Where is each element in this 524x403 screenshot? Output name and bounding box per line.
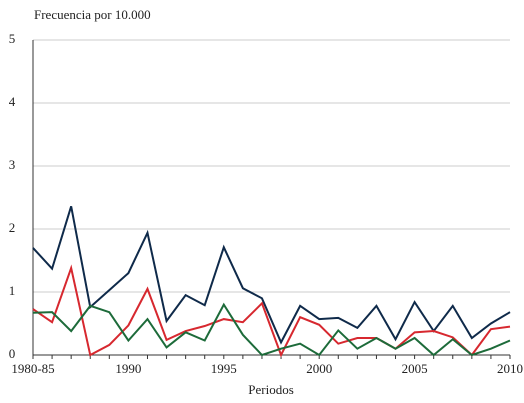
series-line bbox=[32, 206, 511, 345]
y-tick-label: 4 bbox=[9, 94, 16, 109]
x-axis-label: Periodos bbox=[248, 382, 294, 397]
y-axis-label: Frecuencia por 10.000 bbox=[34, 7, 151, 22]
x-tick-label: 2005 bbox=[402, 361, 428, 376]
x-tick-label: 2010 bbox=[497, 361, 523, 376]
x-tick-label: 1990 bbox=[115, 361, 141, 376]
x-tick-label: 1980-85 bbox=[11, 361, 54, 376]
y-tick-label: 5 bbox=[9, 31, 16, 46]
y-tick-label: 2 bbox=[9, 220, 16, 235]
y-tick-label: 3 bbox=[9, 157, 16, 172]
y-tick-label: 1 bbox=[9, 283, 16, 298]
x-tick-label: 2000 bbox=[306, 361, 332, 376]
series-line bbox=[32, 264, 511, 358]
y-tick-label: 0 bbox=[9, 346, 16, 361]
x-tick-label: 1995 bbox=[211, 361, 237, 376]
series-line bbox=[32, 302, 511, 357]
